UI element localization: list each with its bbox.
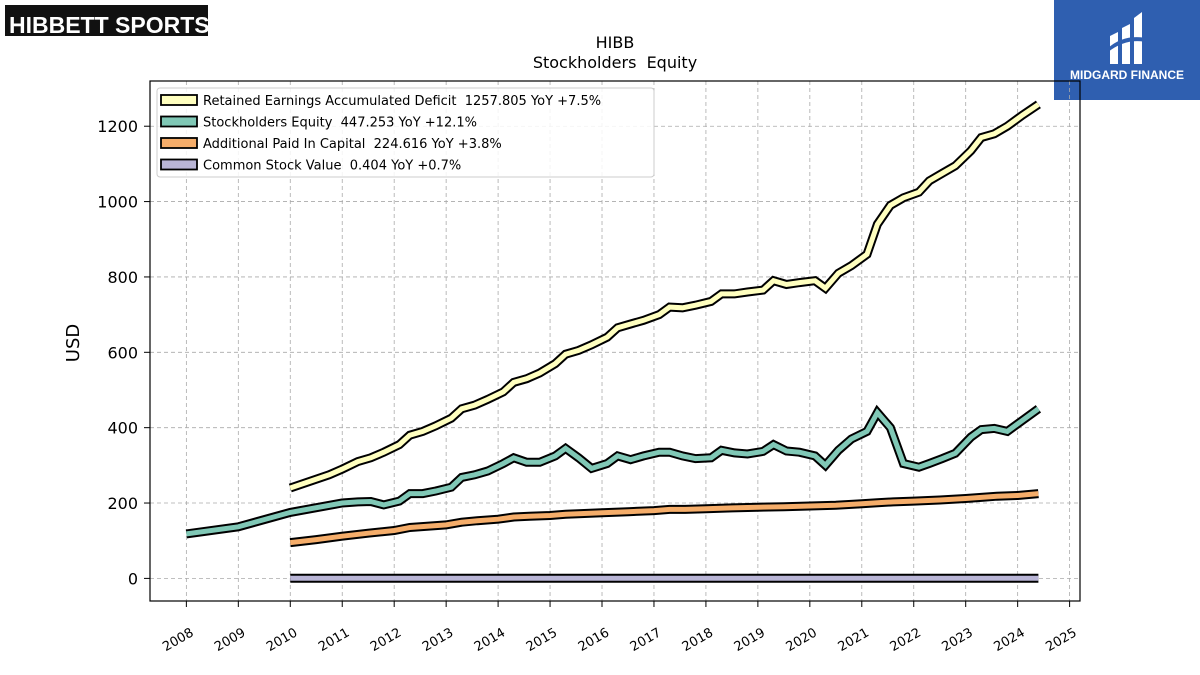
y-axis-label: USD bbox=[63, 324, 84, 362]
legend-entry: Common Stock Value 0.404 YoY +0.7% bbox=[203, 159, 461, 174]
y-tick-label: 200 bbox=[107, 494, 138, 513]
x-tick-label: 2016 bbox=[576, 625, 612, 655]
x-tick-label: 2008 bbox=[160, 625, 196, 655]
x-tick-label: 2010 bbox=[264, 625, 300, 655]
series-line bbox=[289, 489, 1039, 548]
midgard-finance-logo: MIDGARD FINANCE bbox=[1054, 0, 1200, 100]
y-tick-label: 400 bbox=[107, 419, 138, 438]
y-tick-label: 1200 bbox=[97, 117, 138, 136]
x-tick-label: 2009 bbox=[212, 625, 248, 655]
series-line bbox=[288, 100, 1041, 493]
x-tick-label: 2018 bbox=[680, 625, 716, 655]
plot-area-frame bbox=[149, 80, 1081, 602]
y-tick-label: 800 bbox=[107, 268, 138, 287]
x-tick-label: 2014 bbox=[472, 625, 508, 655]
x-tick-label: 2022 bbox=[888, 625, 924, 655]
x-tick-label: 2011 bbox=[316, 625, 352, 655]
midgard-logo-icon bbox=[1108, 12, 1146, 64]
x-tick-label: 2021 bbox=[836, 625, 872, 655]
x-tick-label: 2024 bbox=[991, 625, 1027, 655]
x-tick-label: 2020 bbox=[784, 625, 820, 655]
series-line-fill bbox=[290, 491, 1039, 546]
series-line bbox=[185, 404, 1042, 539]
x-tick-label: 2019 bbox=[732, 625, 768, 655]
x-tick-label: 2012 bbox=[368, 625, 404, 655]
y-tick-label: 600 bbox=[107, 343, 138, 362]
series-group bbox=[185, 100, 1042, 583]
legend-swatch bbox=[160, 137, 198, 149]
legend-entry: Retained Earnings Accumulated Deficit 12… bbox=[203, 94, 601, 109]
series-line-fill bbox=[289, 102, 1040, 491]
hibbett-sports-logo: HIBBETT SPORTS® bbox=[5, 5, 218, 38]
chart-title: HIBB bbox=[596, 33, 635, 52]
x-tick-label: 2025 bbox=[1043, 625, 1079, 655]
legend: Retained Earnings Accumulated Deficit 12… bbox=[156, 87, 655, 178]
y-tick-label: 1000 bbox=[97, 193, 138, 212]
legend-entry: Stockholders Equity 447.253 YoY +12.1% bbox=[203, 116, 477, 131]
legend-swatch bbox=[160, 94, 198, 106]
x-tick-label: 2017 bbox=[628, 625, 664, 655]
legend-entry: Additional Paid In Capital 224.616 YoY +… bbox=[203, 137, 502, 152]
brand-logo-text: HIBBETT SPORTS bbox=[9, 12, 210, 38]
chart-subtitle: Stockholders Equity bbox=[533, 53, 697, 72]
brand-logo-mark: ® bbox=[209, 14, 218, 26]
legend-swatch bbox=[160, 115, 198, 128]
legend-box bbox=[156, 87, 655, 178]
legend-swatch bbox=[160, 158, 198, 171]
x-tick-label: 2023 bbox=[940, 625, 976, 655]
y-tick-label: 0 bbox=[128, 569, 138, 588]
x-tick-label: 2015 bbox=[524, 625, 560, 655]
series-line-fill bbox=[186, 406, 1040, 537]
x-tick-label: 2013 bbox=[420, 625, 456, 655]
partner-name: MIDGARD FINANCE bbox=[1070, 68, 1184, 82]
